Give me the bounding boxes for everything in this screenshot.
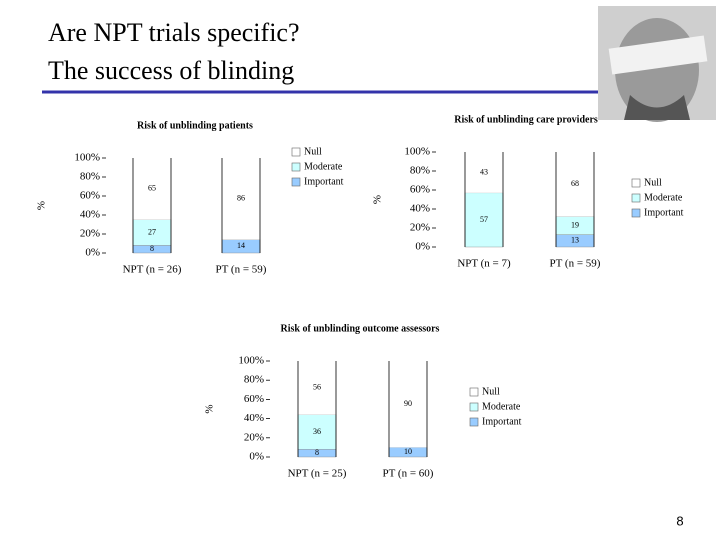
bar-segment [389, 361, 427, 448]
bar-segment [465, 152, 503, 193]
y-tick-label: 20% [410, 222, 430, 234]
x-tick-label: NPT (n = 7) [457, 258, 511, 270]
x-tick-label: PT (n = 59) [550, 258, 601, 270]
slide-title-line: The success of blinding [48, 56, 294, 85]
x-tick-label: NPT (n = 25) [288, 468, 347, 480]
y-tick-label: 100% [74, 152, 100, 164]
y-tick-label: 80% [244, 374, 264, 386]
value-label: 68 [571, 179, 579, 188]
y-tick-label: 100% [404, 146, 430, 158]
x-tick-label: PT (n = 60) [383, 468, 434, 480]
y-tick-label: 100% [238, 355, 264, 367]
legend-swatch [631, 193, 641, 203]
legend-swatch [291, 147, 301, 157]
bar-segment [464, 192, 504, 248]
legend-swatch [631, 178, 641, 188]
y-tick-label: 0% [415, 241, 430, 253]
value-label: 14 [237, 241, 245, 250]
chart-title: Risk of unblinding patients [137, 120, 253, 131]
x-tick-label: PT (n = 59) [216, 264, 267, 276]
chart-title: Risk of unblinding outcome assessors [281, 323, 440, 334]
legend-label: Important [644, 207, 684, 218]
y-tick-label: 0% [249, 451, 264, 463]
y-tick-label: 20% [80, 228, 100, 240]
value-label: 36 [313, 427, 321, 436]
legend-label: Null [304, 146, 322, 157]
bar-segment [133, 158, 171, 220]
y-axis-label: % [372, 195, 384, 204]
y-tick-label: 20% [244, 431, 264, 443]
chart-title: Risk of unblinding care providers [454, 114, 598, 125]
value-label: 8 [150, 244, 154, 253]
value-label: 19 [571, 220, 579, 229]
bar-segment [222, 158, 260, 240]
legend-label: Moderate [644, 192, 683, 203]
legend-label: Null [482, 386, 500, 397]
page-number: 8 [676, 513, 683, 528]
legend-swatch [291, 177, 301, 187]
bar-segment [556, 152, 594, 217]
y-tick-label: 80% [80, 171, 100, 183]
value-label: 90 [404, 399, 412, 408]
y-tick-label: 40% [244, 412, 264, 424]
value-label: 43 [480, 167, 488, 176]
value-label: 86 [237, 194, 245, 203]
blindfold-image [598, 6, 716, 122]
legend-swatch [631, 208, 641, 218]
value-label: 27 [148, 227, 156, 236]
y-tick-label: 40% [410, 203, 430, 215]
bar-segment [298, 361, 336, 415]
x-tick-label: NPT (n = 26) [123, 264, 182, 276]
legend-label: Important [304, 176, 344, 187]
value-label: 10 [404, 447, 412, 456]
legend-label: Moderate [482, 401, 521, 412]
value-label: 56 [313, 383, 321, 392]
y-tick-label: 60% [80, 190, 100, 202]
y-tick-label: 0% [85, 247, 100, 259]
y-tick-label: 60% [244, 393, 264, 405]
legend-swatch [469, 387, 479, 397]
value-label: 57 [480, 215, 488, 224]
legend-label: Important [482, 416, 522, 427]
y-axis-label: % [204, 404, 216, 413]
legend-label: Moderate [304, 161, 343, 172]
legend-swatch [469, 417, 479, 427]
y-tick-label: 40% [80, 209, 100, 221]
y-tick-label: 80% [410, 165, 430, 177]
legend-swatch [291, 162, 301, 172]
value-label: 13 [571, 236, 579, 245]
slide-title-line: Are NPT trials specific? [48, 18, 300, 47]
value-label: 65 [148, 184, 156, 193]
value-label: 8 [315, 448, 319, 457]
y-axis-label: % [36, 201, 48, 210]
legend-swatch [469, 402, 479, 412]
legend-label: Null [644, 177, 662, 188]
y-tick-label: 60% [410, 184, 430, 196]
